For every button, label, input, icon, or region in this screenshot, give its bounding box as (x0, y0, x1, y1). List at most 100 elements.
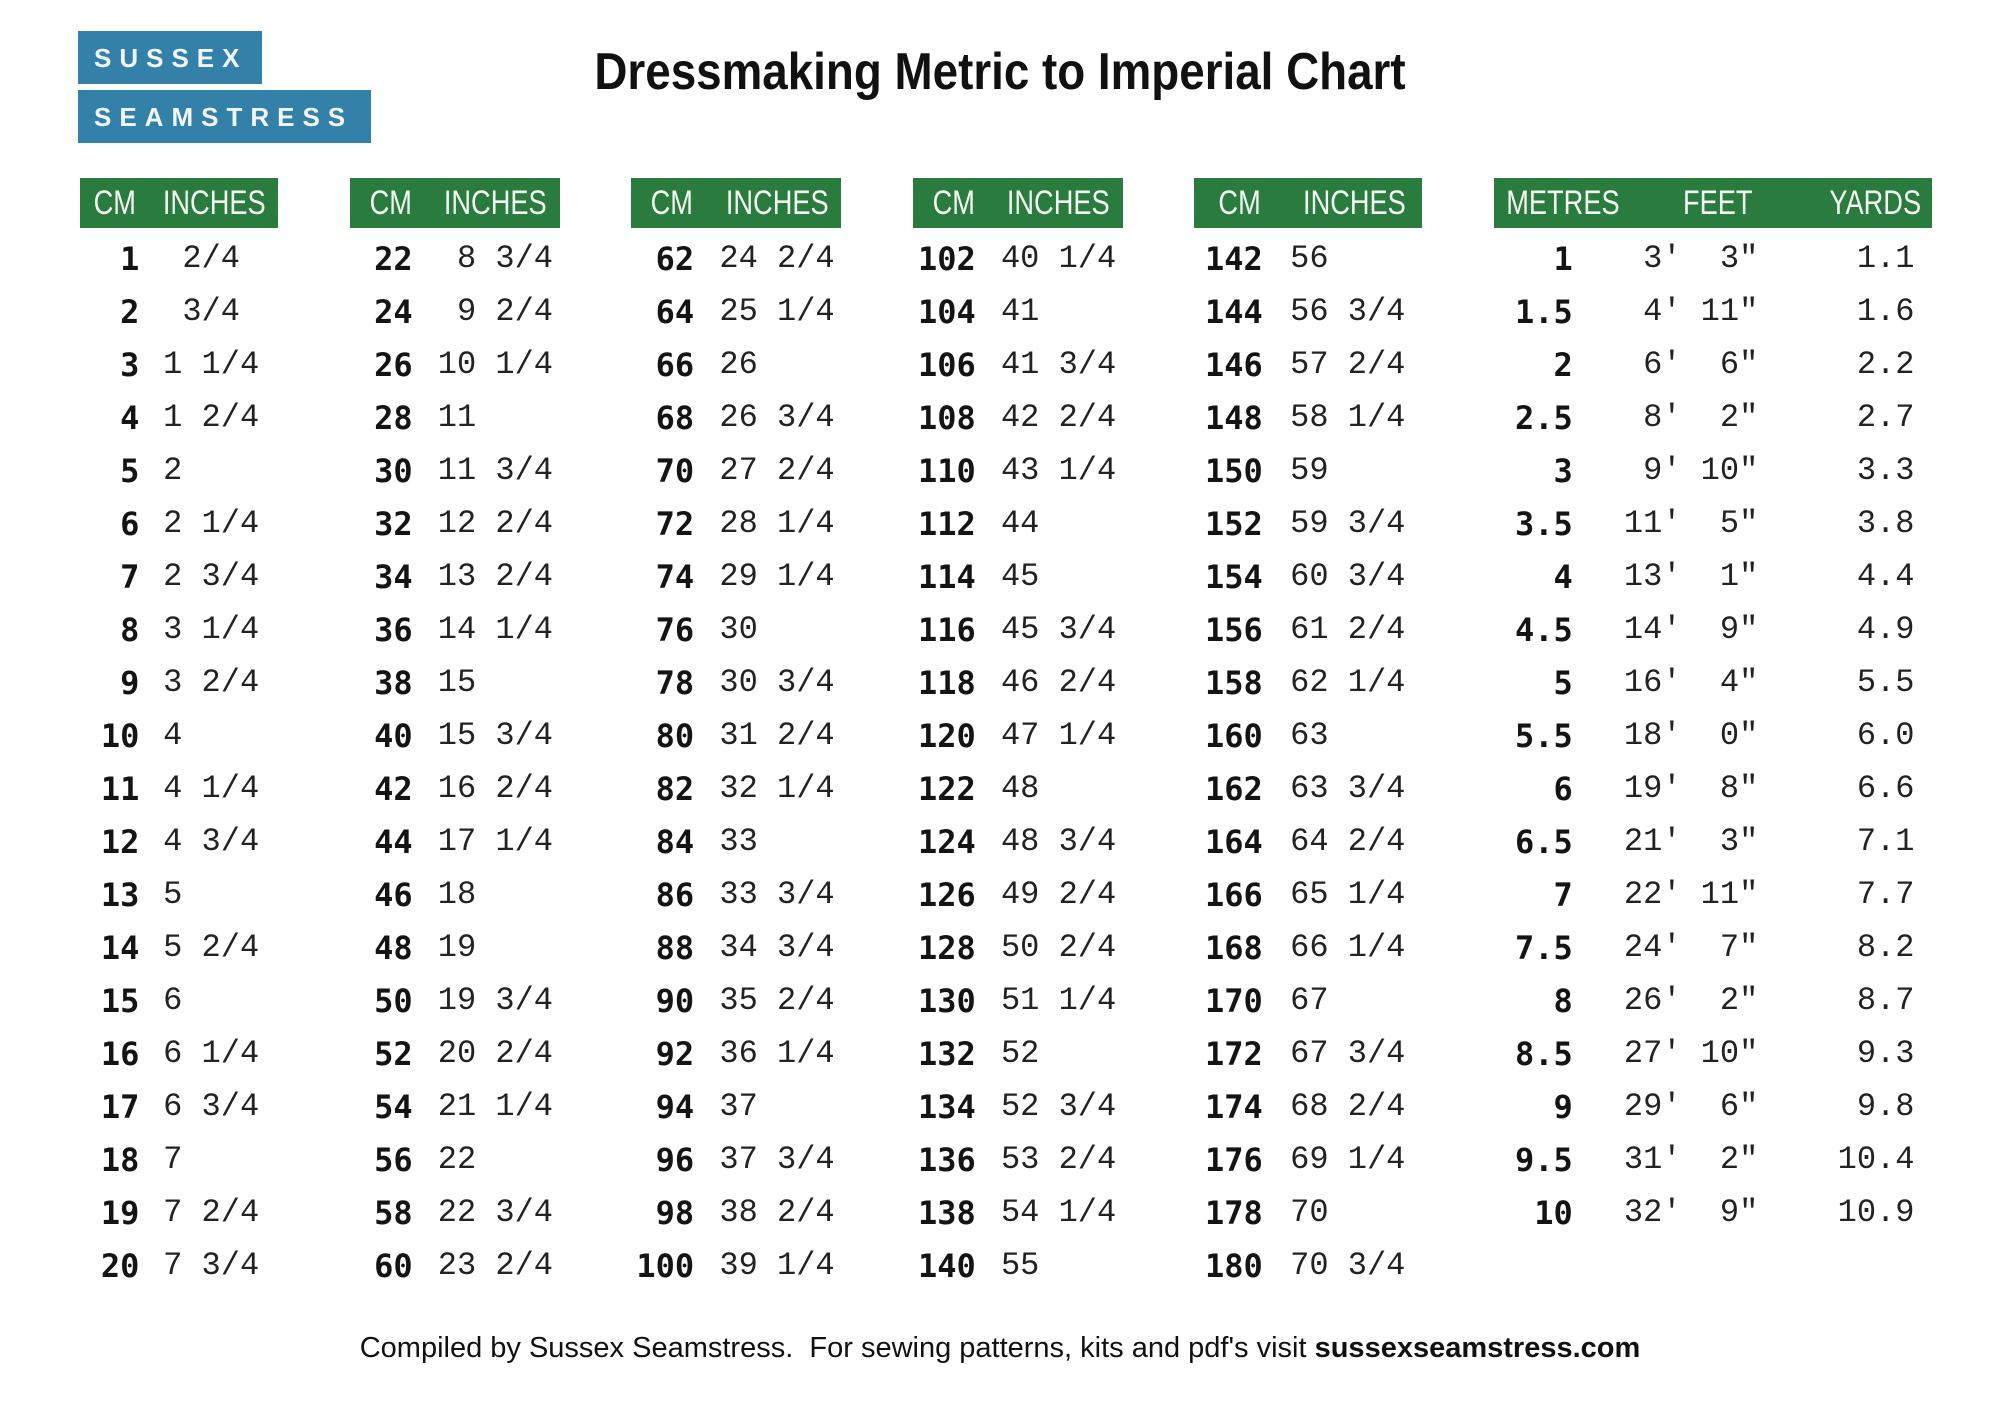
metres-value: 6.5 (1515, 822, 1573, 861)
table-row: 104 41 (913, 285, 1123, 338)
column-header-feet: FEET (1682, 183, 1753, 222)
feet-value: 6' 6" (1623, 346, 1759, 383)
inches-value: 4 3/4 (163, 823, 260, 860)
metres-value: 1 (1553, 239, 1573, 278)
table-row: 150 59 (1194, 444, 1422, 497)
inches-value: 2 3/4 (163, 558, 260, 595)
cm-value: 114 (917, 557, 976, 596)
feet-value: 31' 2" (1623, 1141, 1759, 1178)
cm-value: 98 (655, 1193, 695, 1232)
table-row: 140 55 (913, 1239, 1123, 1292)
feet-value: 13' 1" (1623, 558, 1759, 595)
cm-value: 150 (1204, 451, 1263, 490)
cm-value: 124 (917, 822, 976, 861)
inches-value: 51 1/4 (1000, 982, 1117, 1019)
table-row: 4 13' 1" 4.4 (1494, 550, 1932, 603)
inches-value: 37 3/4 (719, 1141, 835, 1178)
cm-value: 70 (655, 451, 695, 490)
inches-value: 52 (1000, 1035, 1040, 1072)
metres-value: 9.5 (1515, 1140, 1573, 1179)
cm-value: 20 (100, 1246, 140, 1285)
table-row: 7 2 3/4 (80, 550, 278, 603)
table-row: 19 7 2/4 (80, 1186, 278, 1239)
cm-value: 3 (120, 345, 140, 384)
cm-value: 162 (1204, 769, 1263, 808)
table-row: 176 69 1/4 (1194, 1133, 1422, 1186)
table-row: 44 17 1/4 (350, 815, 560, 868)
column-header-cm: CM (369, 183, 412, 222)
inches-value: 16 2/4 (437, 770, 553, 807)
inches-value: 2 (163, 452, 183, 489)
table-row: 42 16 2/4 (350, 762, 560, 815)
cm-value: 138 (917, 1193, 976, 1232)
inches-value: 49 2/4 (1000, 876, 1117, 913)
table-row: 160 63 (1194, 709, 1422, 762)
table-row: 18 7 (80, 1133, 278, 1186)
cm-value: 9 (120, 663, 140, 702)
table-row: 90 35 2/4 (631, 974, 841, 1027)
inches-value: 35 2/4 (719, 982, 835, 1019)
inches-value: 6 (163, 982, 183, 1019)
table-row: 136 53 2/4 (913, 1133, 1123, 1186)
cm-value: 13 (100, 875, 140, 914)
inches-value: 70 (1290, 1194, 1329, 1231)
column-header-inches: INCHES (1302, 183, 1406, 222)
table-row: 110 43 1/4 (913, 444, 1123, 497)
inches-value: 44 (1000, 505, 1040, 542)
logo-line-sussex: SUSSEX (78, 31, 262, 84)
yards-value: 2.7 (1856, 399, 1915, 436)
cm-value: 176 (1204, 1140, 1263, 1179)
table-row: 5.5 18' 0" 6.0 (1494, 709, 1932, 762)
table-row: 174 68 2/4 (1194, 1080, 1422, 1133)
table-row: 10 32' 9" 10.9 (1494, 1186, 1932, 1239)
metres-value: 8 (1553, 981, 1573, 1020)
yards-value: 9.3 (1856, 1035, 1915, 1072)
inches-value: 4 (163, 717, 183, 754)
inches-value: 7 (163, 1141, 183, 1178)
table-row: 62 24 2/4 (631, 232, 841, 285)
cm-value: 12 (100, 822, 140, 861)
cm-value: 15 (100, 981, 140, 1020)
table-row: 34 13 2/4 (350, 550, 560, 603)
inches-value: 61 2/4 (1290, 611, 1406, 648)
inches-value: 30 3/4 (719, 664, 835, 701)
inches-value: 66 1/4 (1290, 929, 1406, 966)
cm-value: 80 (655, 716, 695, 755)
table-row: 17 6 3/4 (80, 1080, 278, 1133)
table-body: 1 3' 3" 1.1 1.5 4' 11" 1.6 2 6' 6" 2.2 2… (1494, 228, 1932, 1239)
footer-text: Compiled by Sussex Seamstress. For sewin… (359, 1332, 1315, 1364)
table-row: 164 64 2/4 (1194, 815, 1422, 868)
table-row: 5 16' 4" 5.5 (1494, 656, 1932, 709)
table-row: 158 62 1/4 (1194, 656, 1422, 709)
inches-value: 7 3/4 (163, 1247, 260, 1284)
table-row: 4.5 14' 9" 4.9 (1494, 603, 1932, 656)
cm-value: 170 (1204, 981, 1263, 1020)
website-link[interactable]: sussexseamstress.com (1314, 1332, 1641, 1364)
inches-value: 31 2/4 (719, 717, 835, 754)
cm-value: 38 (374, 663, 413, 702)
column-header-inches: INCHES (162, 183, 266, 222)
logo-line-seamstress: SEAMSTRESS (78, 90, 372, 143)
inches-value: 29 1/4 (719, 558, 835, 595)
inches-value: 22 (437, 1141, 477, 1178)
cm-value: 34 (374, 557, 413, 596)
inches-value: 8 3/4 (437, 240, 553, 277)
inches-value: 11 (437, 399, 477, 436)
cm-value: 68 (655, 398, 695, 437)
table-row: 9 29' 6" 9.8 (1494, 1080, 1932, 1133)
cm-value: 1 (120, 239, 140, 278)
inches-value: 5 2/4 (163, 929, 260, 966)
column-header-cm: CM (650, 183, 694, 222)
feet-value: 9' 10" (1623, 452, 1759, 489)
table-row: 58 22 3/4 (350, 1186, 560, 1239)
cm-value: 86 (655, 875, 695, 914)
cm-value: 74 (655, 557, 695, 596)
yards-value: 6.6 (1856, 770, 1915, 807)
table-body: 1 2/4 2 3/4 3 1 1/4 4 1 2/4 5 2 6 2 1/4 … (80, 228, 278, 1292)
table-header: CM INCHES (1194, 178, 1423, 228)
conversion-tables: CM INCHES 1 2/4 2 3/4 3 1 1/4 4 1 2/4 5 … (80, 178, 1932, 1292)
feet-value: 24' 7" (1623, 929, 1759, 966)
metres-value: 6 (1553, 769, 1573, 808)
feet-value: 4' 11" (1623, 293, 1759, 330)
table-row: 64 25 1/4 (631, 285, 841, 338)
